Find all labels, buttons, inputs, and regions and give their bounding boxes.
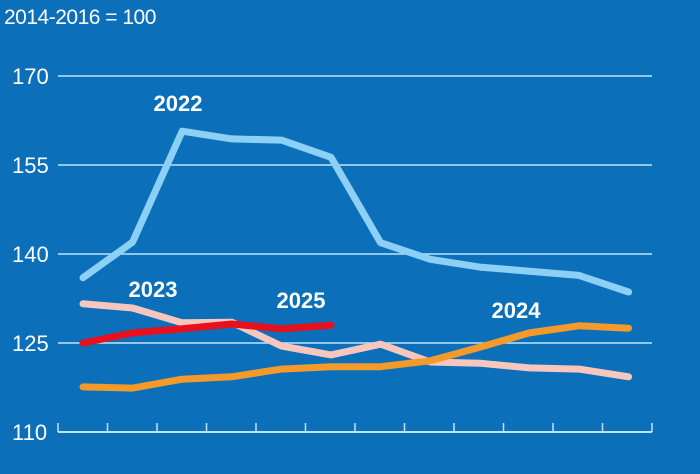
series-line-2022 (79, 127, 633, 296)
series-line-2024 (79, 322, 633, 392)
y-tick-label: 125 (12, 331, 49, 356)
series-lines (79, 127, 633, 392)
series-label-2024: 2024 (492, 298, 542, 323)
series-labels: 2022 2023 2025 2024 (129, 91, 542, 323)
series-line-2023 (79, 300, 633, 381)
y-tick-label: 155 (12, 153, 49, 178)
y-tick-label: 170 (12, 64, 49, 89)
y-tick-label: 110 (12, 420, 47, 445)
gridlines (58, 75, 652, 344)
series-label-2023: 2023 (129, 277, 178, 302)
chart-subtitle: 2014-2016 = 100 (4, 6, 156, 29)
y-tick-label: 140 (12, 242, 49, 267)
series-label-2022: 2022 (154, 91, 203, 116)
y-axis-tick-labels: 110 125 140 155 170 (12, 64, 49, 445)
series-label-2025: 2025 (277, 288, 326, 313)
x-axis (57, 423, 653, 433)
series-line-2025 (79, 320, 335, 347)
